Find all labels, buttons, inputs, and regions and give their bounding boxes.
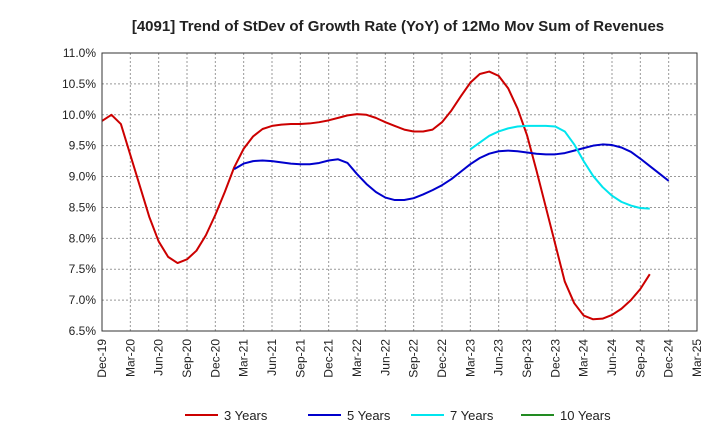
legend-label: 7 Years	[450, 408, 494, 423]
series-line-3-years	[101, 70, 651, 321]
x-tick-label: Mar-21	[237, 339, 251, 377]
y-tick-label: 6.5%	[69, 324, 97, 338]
x-tick-label: Sep-23	[520, 339, 534, 378]
chart-title: [4091] Trend of StDev of Growth Rate (Yo…	[132, 18, 664, 35]
y-tick-label: 8.5%	[69, 200, 97, 214]
y-tick-label: 9.0%	[69, 170, 97, 184]
x-tick-label: Jun-22	[378, 339, 392, 376]
series-line-7-years	[469, 124, 650, 210]
x-tick-label: Dec-20	[208, 339, 222, 378]
series-line-5-years	[233, 143, 670, 202]
x-tick-label: Jun-20	[152, 339, 166, 376]
plot-frame	[101, 52, 698, 332]
x-tick-label: Mar-20	[123, 339, 137, 377]
x-tick-label: Jun-23	[492, 339, 506, 376]
x-axis: Dec-19 Mar-20 Jun-20 Sep-20 Dec-20 Mar-21 Jun-…	[95, 339, 704, 378]
x-tick-label: Dec-22	[435, 339, 449, 378]
legend-label: 10 Years	[560, 408, 611, 423]
y-tick-label: 7.0%	[69, 293, 97, 307]
x-tick-label: Sep-22	[407, 339, 421, 378]
legend-label: 5 Years	[347, 408, 391, 423]
legend-label: 3 Years	[224, 408, 268, 423]
y-tick-label: 10.5%	[62, 77, 96, 91]
x-tick-label: Jun-24	[605, 339, 619, 376]
x-tick-label: Dec-21	[322, 339, 336, 378]
plot-series	[101, 70, 670, 321]
y-tick-label: 11.0%	[63, 46, 96, 60]
x-tick-label: Sep-20	[180, 339, 194, 378]
x-tick-label: Mar-23	[463, 339, 477, 377]
legend: 3 Years 5 Years 7 Years 10 Years	[185, 408, 611, 423]
y-tick-label: 10.0%	[62, 108, 96, 122]
x-tick-label: Sep-24	[633, 339, 647, 378]
x-tick-label: Dec-19	[95, 339, 109, 378]
x-tick-label: Mar-25	[690, 339, 704, 377]
x-tick-label: Mar-22	[350, 339, 364, 377]
y-axis: 6.5% 7.0% 7.5% 8.0% 8.5% 9.0% 9.5% 10.0% 10.5% 11…	[62, 46, 96, 338]
x-tick-label: Dec-23	[548, 339, 562, 378]
x-tick-label: Sep-21	[293, 339, 307, 378]
x-tick-label: Dec-24	[662, 339, 676, 378]
y-tick-label: 9.5%	[69, 139, 97, 153]
y-tick-label: 8.0%	[69, 231, 97, 245]
y-tick-label: 7.5%	[69, 262, 97, 276]
x-tick-label: Jun-21	[265, 339, 279, 376]
x-tick-label: Mar-24	[577, 339, 591, 377]
